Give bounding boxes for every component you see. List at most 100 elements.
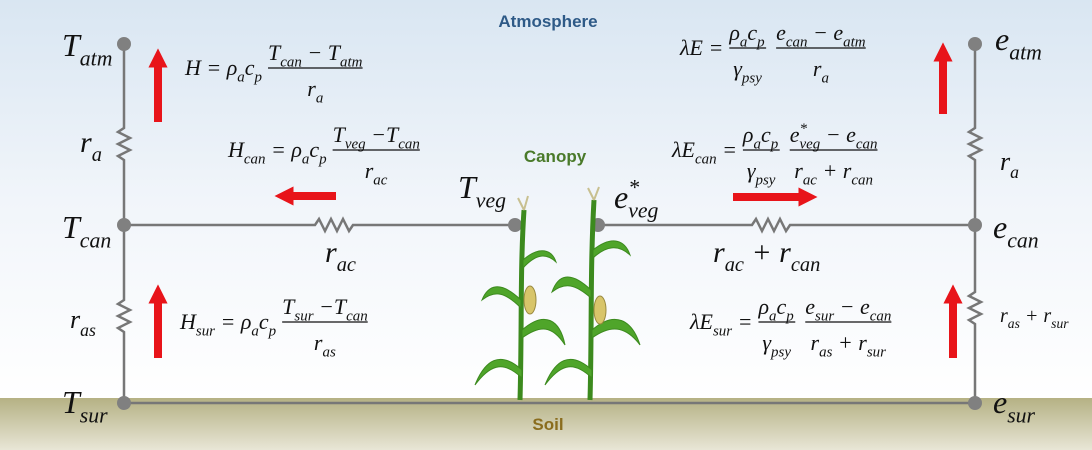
resistance-label: ra [1000, 147, 1019, 182]
leaf [591, 318, 641, 346]
symbol: T [62, 27, 82, 63]
symbol: T [282, 294, 296, 319]
sky [0, 0, 1092, 400]
superscript: * [800, 121, 808, 137]
canopy-right-wire [598, 216, 975, 234]
leaf [522, 250, 558, 270]
symbol: r [794, 158, 803, 183]
symbol: γ [733, 56, 743, 81]
symbol: r [811, 330, 820, 355]
symbol: r [314, 330, 323, 355]
symbol: e [614, 179, 628, 215]
symbol: e [790, 122, 800, 147]
subscript: can [695, 152, 717, 168]
symbol: − e [834, 294, 870, 319]
subscript: ac [337, 254, 356, 276]
symbol: = ρ [265, 137, 301, 162]
flux-arrows [148, 42, 963, 358]
subscript: ac [725, 254, 744, 276]
node-label: Tcan [62, 209, 111, 253]
symbol: c [747, 20, 757, 45]
ear [593, 295, 607, 325]
numerator: ρacp [757, 294, 794, 325]
symbol: H [184, 55, 202, 80]
numerator: Tveg −Tcan [333, 122, 420, 153]
subscript: sur [1051, 316, 1069, 331]
node [117, 218, 131, 232]
subscript: atm [340, 55, 363, 71]
corn-plants [474, 186, 641, 401]
subscript: atm [80, 47, 113, 71]
region-label: Atmosphere [498, 12, 597, 31]
ear [523, 285, 537, 315]
symbol: H [179, 309, 197, 334]
subscript: sur [1007, 404, 1035, 428]
subscript: veg [800, 137, 821, 153]
subscript: sur [713, 324, 732, 340]
subscript: can [870, 309, 892, 325]
subscript: as [1008, 316, 1020, 331]
resistance-label: rac + rcan [713, 236, 820, 276]
subscript: a [753, 137, 760, 153]
symbol: r [307, 76, 316, 101]
node-label: esur [993, 384, 1036, 428]
denominator: rac [365, 158, 388, 189]
subscript: sur [294, 309, 313, 325]
subscript: p [785, 309, 794, 325]
subscript: atm [843, 35, 866, 51]
subscript: psy [770, 345, 791, 361]
symbol: r [1000, 305, 1008, 327]
subscript: a [316, 91, 323, 107]
leaf [474, 358, 523, 386]
resistance-label: ras + rsur [1000, 305, 1069, 331]
subscript: veg [476, 189, 506, 213]
symbol: = [717, 137, 737, 162]
leaf [592, 240, 632, 260]
leaf [480, 286, 522, 310]
superscript: * [628, 176, 639, 200]
denominator: ras [314, 330, 336, 361]
symbol: T [62, 384, 82, 420]
numerator: ecan − eatm [776, 20, 866, 51]
symbol: − e [820, 122, 856, 147]
subscript: as [322, 345, 335, 361]
node [117, 37, 131, 51]
canopy-left-wire [124, 216, 515, 234]
subscript: p [756, 35, 765, 51]
equation-term: H = ρacp [184, 55, 263, 86]
symbol: r [713, 236, 725, 269]
subscript: psy [741, 71, 762, 87]
symbol: ρ [742, 122, 754, 147]
denominator: ra [307, 76, 323, 107]
tassel [517, 186, 600, 211]
subscript: ac [803, 173, 817, 189]
denominator: γpsy [747, 158, 776, 189]
subscript: a [1010, 162, 1019, 182]
symbol: + r [817, 158, 852, 183]
node-label: e* veg [614, 176, 659, 223]
symbol: e [995, 21, 1009, 57]
symbol: r [70, 305, 81, 334]
subscript: as [80, 320, 96, 340]
numerator: ρacp [728, 20, 765, 51]
subscript: can [280, 55, 302, 71]
numerator: Tcan − Tatm [268, 40, 363, 71]
symbol: r [325, 236, 337, 269]
numerator: ρacp [742, 122, 779, 153]
symbol: r [813, 56, 822, 81]
symbol: T [62, 209, 82, 245]
node-label: Tatm [62, 27, 112, 71]
symbol: c [761, 122, 771, 147]
symbol: + r [1020, 305, 1051, 327]
subscript: sur [196, 324, 215, 340]
symbol: −T [366, 122, 400, 147]
node [117, 396, 131, 410]
symbol: c [777, 294, 787, 319]
subscript: can [786, 35, 808, 51]
region-label: Canopy [524, 147, 587, 166]
node [968, 396, 982, 410]
subscript: sur [80, 404, 108, 428]
subscript: a [740, 35, 747, 51]
subscript: p [770, 137, 779, 153]
symbol: c [259, 309, 269, 334]
